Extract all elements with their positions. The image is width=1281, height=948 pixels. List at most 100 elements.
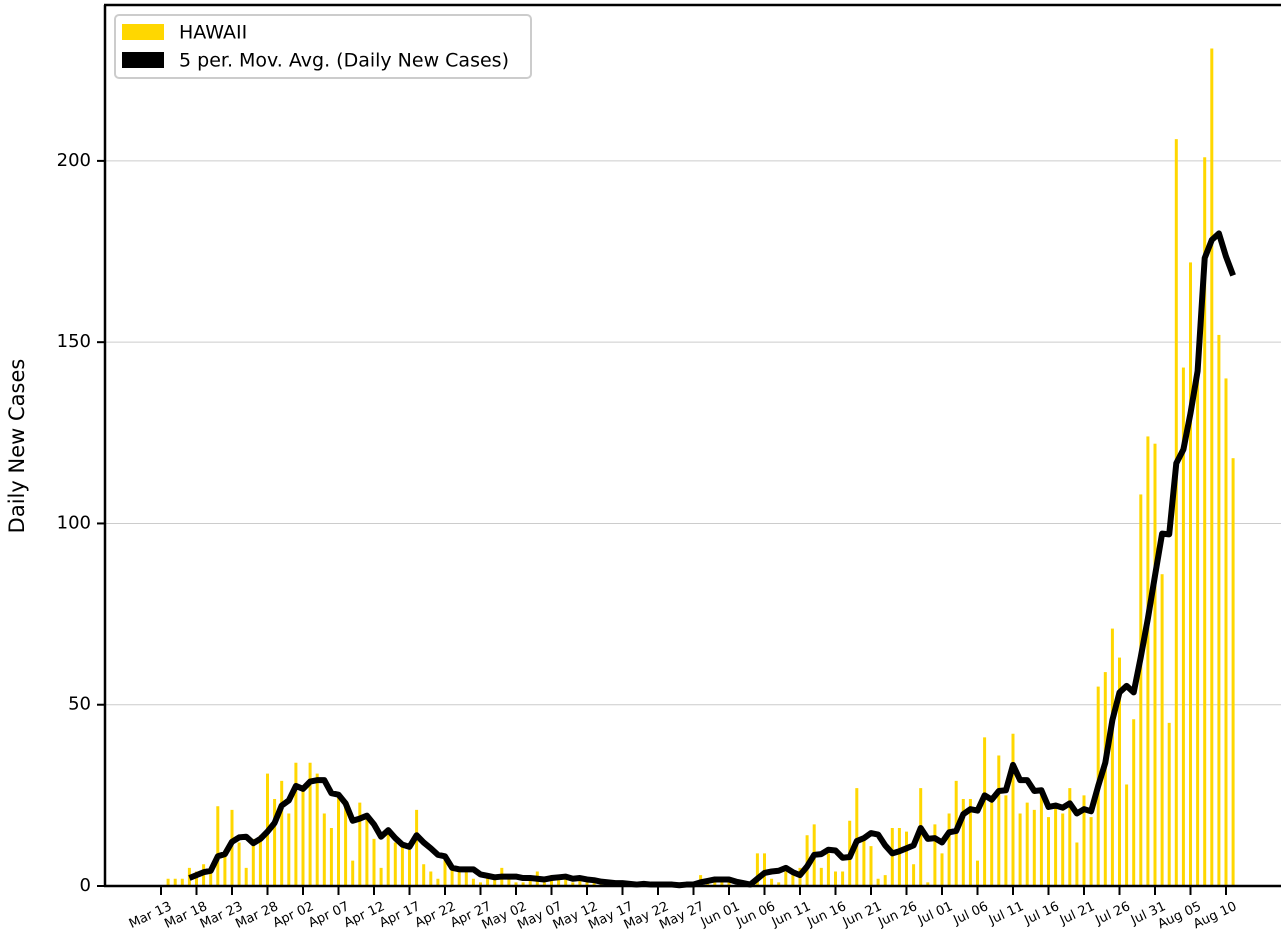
bar	[564, 875, 568, 886]
bar	[251, 838, 255, 886]
bar	[571, 882, 575, 886]
x-tick-label: Jul 06	[950, 899, 990, 928]
bar	[493, 878, 497, 886]
bar	[1132, 719, 1136, 886]
x-tick-label: Jul 01	[915, 899, 955, 928]
bar	[557, 878, 561, 886]
bar	[450, 867, 454, 886]
bar	[223, 856, 227, 886]
legend-label: 5 per. Mov. Avg. (Daily New Cases)	[179, 50, 509, 72]
bar	[372, 838, 376, 886]
bar	[294, 762, 298, 886]
bar	[912, 864, 916, 886]
bar	[755, 853, 759, 886]
bar	[1089, 817, 1093, 886]
x-tick-label: Jul 16	[1021, 899, 1061, 928]
bar	[244, 867, 248, 886]
bar	[358, 802, 362, 886]
bar	[436, 878, 440, 886]
bar	[386, 827, 390, 886]
bar	[876, 878, 880, 886]
bar	[344, 806, 348, 886]
bar	[968, 798, 972, 886]
bar	[1125, 784, 1129, 886]
bar	[862, 838, 866, 886]
bar	[415, 809, 419, 886]
bar	[258, 835, 262, 886]
bar	[173, 878, 177, 886]
bar	[1118, 657, 1121, 886]
bar	[1004, 795, 1008, 886]
bar	[1217, 334, 1221, 886]
bar	[464, 871, 468, 886]
bar	[365, 813, 369, 886]
bar	[1160, 574, 1164, 886]
bar	[961, 798, 965, 886]
bar	[997, 755, 1001, 886]
bar	[897, 827, 901, 886]
bar	[507, 878, 511, 886]
bar	[1018, 813, 1022, 886]
y-tick-label: 200	[57, 150, 91, 171]
bar	[393, 842, 397, 886]
bar	[195, 871, 198, 886]
bar	[883, 875, 887, 886]
bar	[422, 864, 426, 886]
bar	[301, 788, 305, 886]
legend-box	[114, 14, 532, 79]
bar	[1189, 262, 1192, 887]
bar	[180, 878, 184, 886]
bar	[337, 795, 340, 886]
y-tick-label: 0	[80, 875, 91, 896]
x-tick-label: Jun 26	[875, 899, 919, 930]
bar	[1210, 48, 1214, 887]
bar	[322, 813, 326, 886]
bar	[1224, 378, 1228, 886]
bar	[408, 849, 411, 886]
bar	[230, 809, 234, 886]
bar	[1153, 443, 1157, 886]
y-tick-label: 100	[57, 512, 91, 533]
bar	[471, 878, 475, 886]
bar	[308, 762, 312, 886]
bar	[841, 871, 845, 886]
bar	[166, 878, 170, 886]
bar	[542, 882, 546, 886]
bar	[1139, 494, 1143, 886]
bar	[486, 875, 490, 886]
bar	[329, 827, 333, 886]
bar	[976, 860, 979, 886]
bar	[479, 882, 482, 886]
bar	[933, 824, 937, 886]
bar	[351, 860, 355, 886]
line	[188, 230, 1236, 889]
bar	[720, 882, 724, 886]
bar	[209, 871, 213, 886]
bar	[1103, 672, 1107, 886]
bar	[1082, 795, 1086, 886]
bar	[578, 878, 582, 886]
bar	[521, 882, 525, 886]
legend-swatch	[122, 24, 164, 40]
bar	[940, 853, 944, 886]
bar	[869, 846, 873, 886]
bar	[770, 878, 774, 886]
bar	[805, 835, 809, 886]
bar	[1068, 788, 1072, 886]
bar	[926, 882, 930, 886]
bar	[1061, 813, 1065, 886]
bar	[1203, 157, 1207, 886]
bar	[443, 856, 447, 886]
bar	[429, 871, 433, 886]
bar	[1231, 458, 1235, 886]
bar	[585, 882, 589, 886]
bar	[1025, 802, 1029, 886]
bar	[777, 882, 781, 886]
bar	[1146, 436, 1150, 886]
bar	[514, 882, 518, 886]
bar	[1174, 139, 1178, 886]
bar	[237, 842, 241, 886]
bar	[457, 871, 461, 886]
bar	[1047, 817, 1050, 886]
